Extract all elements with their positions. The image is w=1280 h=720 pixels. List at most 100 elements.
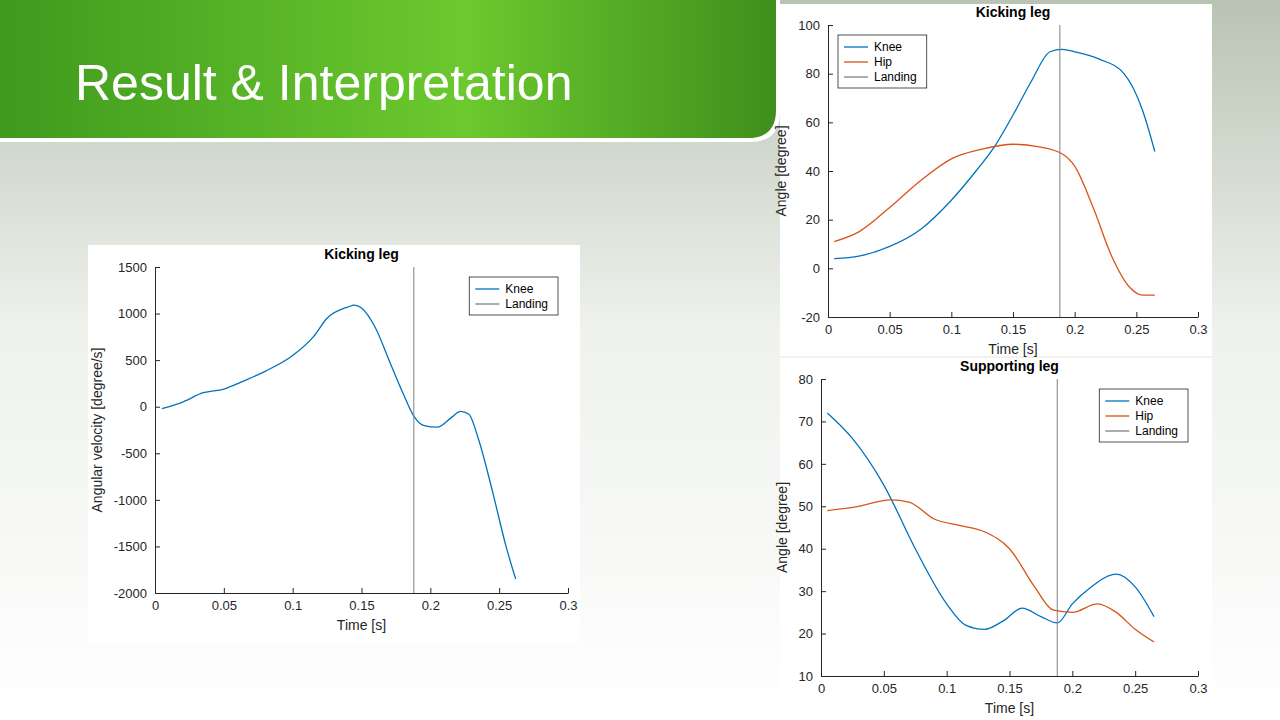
tick: 0.15 xyxy=(349,588,374,613)
legend-swatch xyxy=(1105,400,1129,401)
tick: 1500 xyxy=(118,260,160,275)
tick-label: 10 xyxy=(799,669,813,684)
slide: Result & Interpretation00.050.10.150.20.… xyxy=(0,0,1280,720)
tick-label: 0 xyxy=(813,261,820,276)
tick-label: 40 xyxy=(799,541,813,556)
legend-swatch xyxy=(475,303,499,304)
tick-mark xyxy=(821,464,826,465)
tick-mark xyxy=(1198,671,1199,676)
tick-label: 1500 xyxy=(118,260,147,275)
header-bar xyxy=(0,0,776,138)
tick-label: 0 xyxy=(140,399,147,414)
tick-mark xyxy=(499,588,500,593)
tick-label: 0.1 xyxy=(943,322,961,337)
tick-label: -500 xyxy=(121,446,147,461)
chart-title: Kicking leg xyxy=(976,4,1051,20)
x-axis: 00.050.10.150.20.250.3 xyxy=(825,312,1208,337)
tick-mark xyxy=(1072,671,1073,676)
tick: 60 xyxy=(806,115,833,130)
x-axis-title: Time [s] xyxy=(337,617,386,633)
legend-label: Hip xyxy=(874,55,892,69)
tick-label: 0.15 xyxy=(1001,322,1026,337)
x-axis: 00.050.10.150.20.250.3 xyxy=(152,588,578,613)
tick-label: 0.25 xyxy=(1124,322,1149,337)
tick: 10 xyxy=(799,669,826,684)
chart-title: Kicking leg xyxy=(324,246,399,262)
tick-label: 40 xyxy=(806,164,820,179)
tick-label: 0.25 xyxy=(1123,681,1148,696)
tick-mark xyxy=(821,379,826,380)
tick: -1500 xyxy=(114,539,160,554)
tick: 0.05 xyxy=(878,312,903,337)
tick-mark xyxy=(884,671,885,676)
series-line xyxy=(827,500,1154,642)
tick: 0.05 xyxy=(212,588,237,613)
y-axis: -20020406080100 xyxy=(798,18,833,325)
legend-swatch xyxy=(1105,415,1129,416)
legend-box xyxy=(838,35,927,88)
background xyxy=(0,0,1280,720)
axis-line xyxy=(822,676,1199,677)
tick: 30 xyxy=(799,584,826,599)
tick-mark xyxy=(224,588,225,593)
tick: 40 xyxy=(799,541,826,556)
legend-swatch xyxy=(1105,430,1129,431)
axis-line xyxy=(829,317,1199,318)
legend: KneeHipLanding xyxy=(838,35,927,88)
legend-label: Landing xyxy=(505,297,548,311)
tick-label: 60 xyxy=(799,457,813,472)
legend-label: Knee xyxy=(874,40,902,54)
tick-mark xyxy=(155,593,160,594)
series-line xyxy=(413,267,414,593)
tick-label: -1000 xyxy=(114,493,147,508)
legend-swatch xyxy=(844,76,868,77)
tick: 50 xyxy=(799,499,826,514)
tick: 0.1 xyxy=(943,312,961,337)
tick-mark xyxy=(155,314,160,315)
tick-mark xyxy=(821,506,826,507)
tick-mark xyxy=(293,588,294,593)
chart-panel xyxy=(780,358,1212,718)
legend-swatch xyxy=(475,288,499,289)
y-axis: 10 20 30 40 50 60 70 80 xyxy=(799,372,826,684)
tick-mark xyxy=(155,360,160,361)
tick-label: 100 xyxy=(798,18,820,33)
tick-label: 0.25 xyxy=(487,598,512,613)
tick: 80 xyxy=(806,66,833,81)
tick-label: 0.05 xyxy=(212,598,237,613)
tick-mark xyxy=(947,671,948,676)
tick: 0.2 xyxy=(1064,671,1082,696)
tick: 0.25 xyxy=(1124,312,1149,337)
plot-area xyxy=(834,25,1155,317)
tick: -500 xyxy=(121,446,160,461)
axis-line xyxy=(156,593,569,594)
tick-label: 0.1 xyxy=(938,681,956,696)
legend-label: Knee xyxy=(505,282,533,296)
tick-mark xyxy=(155,453,160,454)
tick-label: 30 xyxy=(799,584,813,599)
tick-label: 20 xyxy=(799,626,813,641)
chart-panel xyxy=(88,245,580,642)
axis-line xyxy=(821,380,822,677)
tick-label: 500 xyxy=(125,353,147,368)
tick: 20 xyxy=(806,212,833,227)
tick-label: -2000 xyxy=(114,586,147,601)
legend-swatch xyxy=(844,61,868,62)
tick-label: 70 xyxy=(799,414,813,429)
chart-panel xyxy=(780,4,1212,356)
tick-mark xyxy=(828,25,833,26)
legend: KneeHipLanding xyxy=(1099,389,1188,442)
tick-mark xyxy=(890,312,891,317)
tick: 80 xyxy=(799,372,826,387)
tick-label: 0.2 xyxy=(1066,322,1084,337)
tick: 500 xyxy=(125,353,160,368)
tick-mark xyxy=(821,421,826,422)
x-axis-title: Time [s] xyxy=(988,341,1037,357)
tick: 0.05 xyxy=(872,671,897,696)
chart-title: Supporting leg xyxy=(960,358,1059,374)
tick: 100 xyxy=(798,18,833,33)
tick-label: 0.05 xyxy=(878,322,903,337)
tick-mark xyxy=(1013,312,1014,317)
tick-mark xyxy=(1075,312,1076,317)
tick-mark xyxy=(155,407,160,408)
